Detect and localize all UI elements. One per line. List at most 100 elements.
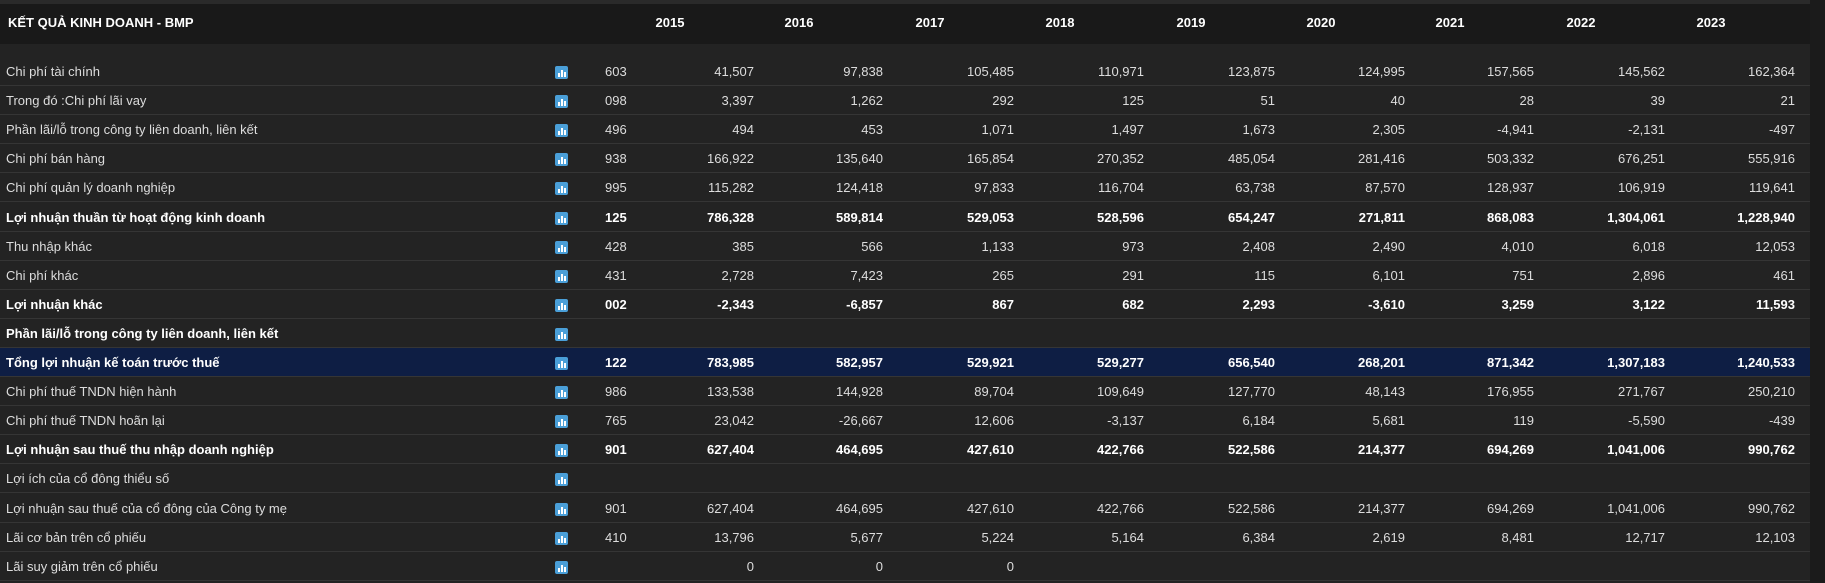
cell-value: 291 (1122, 267, 1144, 283)
cell-value: 133,538 (707, 384, 754, 400)
chart-icon[interactable] (555, 269, 568, 283)
row-code: 428 (605, 238, 627, 254)
cell-value: 3,122 (1632, 296, 1665, 312)
chart-icon[interactable] (555, 357, 568, 370)
chart-icon[interactable] (555, 240, 568, 254)
cell-value: 270,352 (1097, 151, 1144, 167)
chart-icon[interactable] (555, 211, 568, 225)
cell-value: 12,103 (1755, 529, 1795, 545)
cell-value: 165,854 (967, 151, 1014, 167)
cell-value: 485,054 (1228, 151, 1275, 167)
chart-icon[interactable] (555, 531, 568, 545)
cell-value: 5,677 (850, 529, 883, 545)
cell-value: 119,641 (1748, 180, 1795, 196)
row-code: 410 (605, 529, 627, 545)
row-label: Chi phí bán hàng (6, 151, 106, 167)
year-header: 2019 (1176, 15, 1206, 30)
cell-value: 529,921 (967, 355, 1014, 370)
cell-value: 1,240,533 (1737, 355, 1795, 370)
cell-value: 292 (992, 93, 1014, 109)
cell-value: 2,619 (1372, 529, 1405, 545)
cell-value: 110,971 (1097, 64, 1144, 79)
chart-icon[interactable] (555, 502, 568, 516)
row-code: 125 (605, 209, 627, 225)
row-label: Lợi nhuận sau thuế của cổ đông của Công … (6, 500, 287, 516)
cell-value: 116,704 (1097, 180, 1144, 196)
table-row: Lợi nhuận thuần từ hoạt động kinh doanh 1… (0, 203, 1810, 232)
row-code: 901 (605, 500, 627, 516)
table-row: Lợi nhuận sau thuế thu nhập doanh nghiệp… (0, 435, 1810, 465)
cell-value: 39 (1650, 93, 1665, 109)
cell-value: 265 (992, 267, 1014, 283)
row-label: Chi phí tài chính (6, 64, 100, 79)
cell-value: 2,490 (1372, 238, 1405, 254)
chart-icon[interactable] (555, 473, 568, 487)
cell-value: 5,164 (1111, 529, 1144, 545)
table-row: Chi phí bán hàng 938 166,922 135,640 165,854… (0, 144, 1810, 174)
cell-value: 250,210 (1748, 384, 1795, 400)
cell-value: 503,332 (1487, 151, 1534, 167)
cell-value: 1,304,061 (1607, 209, 1665, 225)
cell-value: 0 (1006, 558, 1014, 574)
cell-value: 656,540 (1228, 355, 1275, 370)
cell-value: 464,695 (836, 500, 883, 516)
chart-icon[interactable] (555, 66, 568, 79)
cell-value: 1,228,940 (1737, 209, 1795, 225)
table-row: Chi phí thuế TNDN hiện hành 986 133,538 144… (0, 377, 1810, 407)
cell-value: 627,404 (707, 500, 754, 516)
chart-icon[interactable] (555, 298, 568, 312)
cell-value: 144,928 (836, 384, 883, 400)
cell-value: 654,247 (1228, 209, 1275, 225)
chart-icon[interactable] (555, 444, 568, 458)
row-label: Phần lãi/lỗ trong công ty liên doanh, li… (6, 122, 258, 138)
cell-value: 6,184 (1242, 413, 1275, 429)
cell-value: 422,766 (1097, 442, 1144, 458)
row-code: 122 (605, 355, 627, 370)
table-row: Chi phí khác 431 2,728 7,423 265 291 115 6,101 7… (0, 261, 1810, 290)
year-header: 2018 (1045, 15, 1075, 30)
cell-value: 783,985 (707, 355, 754, 370)
cell-value: 23,042 (714, 413, 754, 429)
row-label: Lãi suy giảm trên cổ phiếu (6, 558, 158, 574)
cell-value: 145,562 (1618, 64, 1665, 79)
cell-value: 2,305 (1372, 122, 1405, 138)
cell-value: -26,667 (838, 413, 883, 429)
cell-value: 1,133 (981, 238, 1014, 254)
scrollbar[interactable] (1810, 0, 1825, 583)
row-label: Phần lãi/lỗ trong công ty liên doanh, li… (6, 325, 279, 341)
cell-value: 973 (1122, 238, 1144, 254)
cell-value: 0 (746, 558, 754, 574)
cell-value: 427,610 (967, 500, 1014, 516)
cell-value: 1,307,183 (1607, 355, 1665, 370)
cell-value: 427,610 (967, 442, 1014, 458)
chart-icon[interactable] (555, 327, 568, 341)
chart-icon[interactable] (555, 153, 568, 167)
chart-icon[interactable] (555, 124, 568, 138)
cell-value: 214,377 (1358, 500, 1405, 516)
cell-value: 6,384 (1242, 529, 1275, 545)
row-label: Lợi nhuận khác (6, 296, 103, 312)
cell-value: -5,590 (1628, 413, 1665, 429)
cell-value: 28 (1519, 93, 1534, 109)
cell-value: 166,922 (707, 151, 754, 167)
chart-icon[interactable] (555, 95, 568, 109)
cell-value: 2,408 (1242, 238, 1275, 254)
cell-value: 123,875 (1228, 64, 1275, 79)
year-header: 2020 (1306, 15, 1336, 30)
row-label: Lãi cơ bản trên cổ phiếu (6, 529, 147, 545)
row-code: 431 (605, 267, 627, 283)
cell-value: 125 (1122, 93, 1144, 109)
cell-value: 128,937 (1487, 180, 1534, 196)
cell-value: 5,224 (981, 529, 1014, 545)
chart-icon[interactable] (555, 386, 568, 400)
cell-value: 3,259 (1501, 296, 1534, 312)
row-code: 002 (605, 296, 627, 312)
chart-icon[interactable] (555, 560, 568, 574)
chart-icon[interactable] (555, 182, 568, 196)
cell-value: 494 (732, 122, 754, 138)
cell-value: 529,053 (967, 209, 1014, 225)
row-label: Chi phí thuế TNDN hiện hành (6, 384, 177, 400)
cell-value: 41,507 (714, 64, 754, 79)
cell-value: 115,282 (707, 180, 754, 196)
chart-icon[interactable] (555, 415, 568, 429)
